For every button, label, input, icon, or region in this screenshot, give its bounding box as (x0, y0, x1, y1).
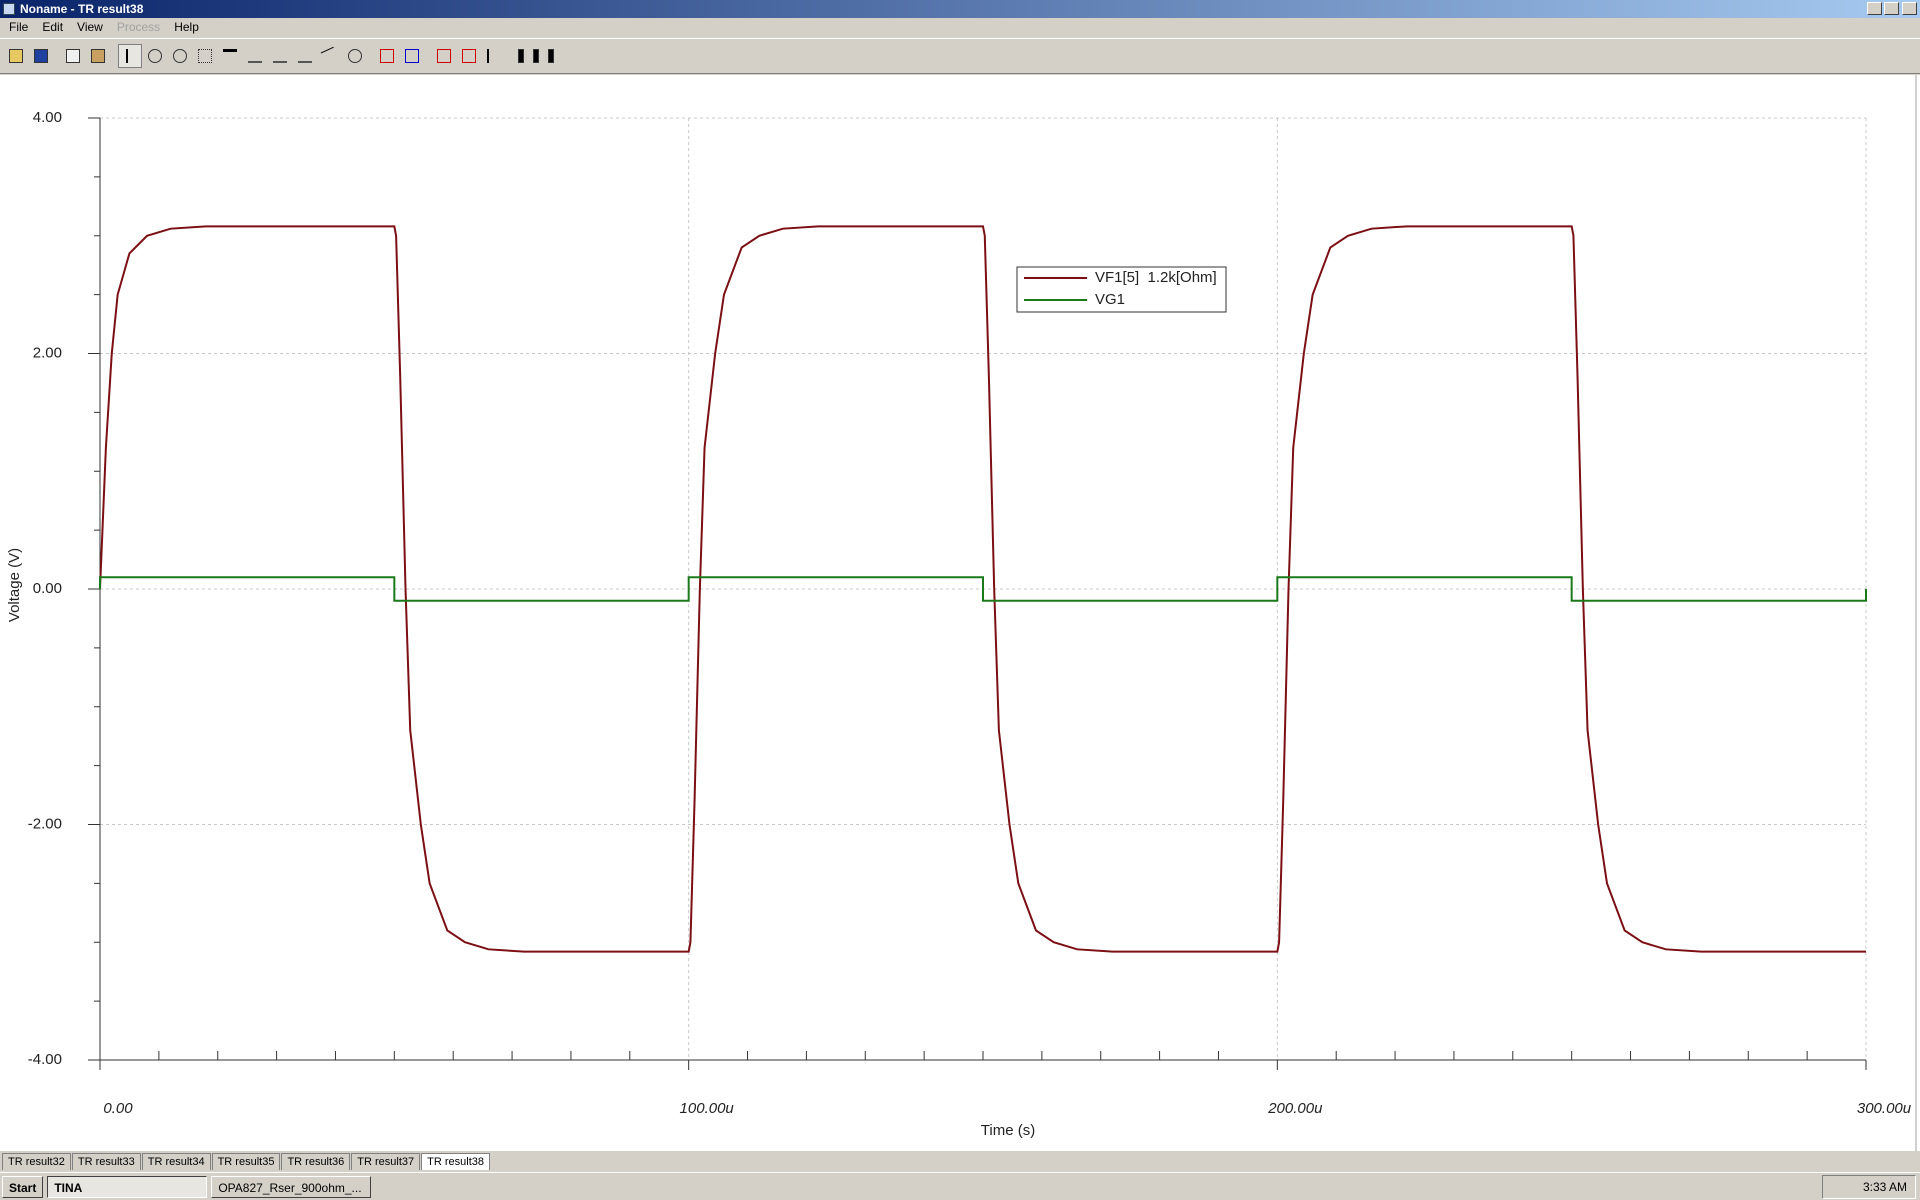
cursor-a-button[interactable] (375, 44, 399, 68)
menu-item[interactable]: View (77, 20, 103, 34)
x-tick-label: 0.00 (103, 1100, 133, 1117)
y-tick-label: 0.00 (33, 580, 62, 597)
x-tick-label: 100.00u (680, 1100, 735, 1117)
tab[interactable]: TR result35 (211, 1153, 281, 1170)
legend-label: VG1 (1095, 291, 1125, 308)
open-button[interactable] (4, 44, 28, 68)
probe-button[interactable] (457, 44, 481, 68)
right-button[interactable] (544, 44, 558, 68)
copy-button[interactable] (61, 44, 85, 68)
tab[interactable]: TR result32 (2, 1153, 71, 1170)
tab[interactable]: TR result33 (71, 1153, 141, 1170)
tab[interactable]: TR result34 (141, 1153, 211, 1170)
x-axis-title: Time (s) (981, 1122, 1035, 1139)
tab-bar: TR result32 TR result33 TR result34 TR resu… (0, 1151, 1920, 1170)
menu-item[interactable]: File (9, 20, 29, 34)
grid-button[interactable] (193, 44, 217, 68)
flag-button[interactable] (482, 44, 506, 68)
cursor-b-button[interactable] (400, 44, 424, 68)
toolbar (0, 38, 1920, 74)
restore-button[interactable] (1884, 2, 1899, 15)
close-button[interactable] (1902, 2, 1917, 15)
menu-item[interactable]: Edit (42, 20, 64, 34)
app-icon (3, 3, 15, 15)
paste-button[interactable] (86, 44, 110, 68)
title-bar: Noname - TR result38 (0, 0, 1920, 18)
chart: Time (s) Voltage (V) -4.00 -2.00 0.00 2.00 4… (0, 75, 1920, 1151)
left-button[interactable] (514, 44, 528, 68)
minimize-button[interactable] (1867, 2, 1882, 15)
menu-bar: File Edit View Process Help (0, 18, 1920, 37)
y-tick-label: 4.00 (33, 109, 62, 126)
taskbar: Start TINA OPA827_Rser_900ohm_... 3:33 A… (0, 1172, 1920, 1200)
menu-item[interactable]: Help (174, 20, 199, 34)
x-tick-label: 200.00u (1267, 1100, 1323, 1117)
tab[interactable]: TR result38 (421, 1153, 491, 1170)
zoom-out-button[interactable] (168, 44, 192, 68)
y-tick-label: -4.00 (28, 1051, 62, 1068)
line-button[interactable] (318, 44, 342, 68)
tab[interactable]: TR result36 (281, 1153, 351, 1170)
series-line (99, 576, 1867, 602)
window-title: Noname - TR result38 (20, 2, 144, 16)
legend-label: VF1[5] 1.2k[Ohm] (1095, 269, 1217, 286)
taskbar-item[interactable]: OPA827_Rser_900ohm_... (211, 1175, 372, 1198)
menu-item[interactable]: Process (116, 20, 161, 34)
taskbar-item[interactable]: TINA (47, 1175, 208, 1198)
save-button[interactable] (29, 44, 53, 68)
legend-box (1016, 266, 1227, 313)
tab[interactable]: TR result37 (351, 1153, 421, 1170)
zoom-in-button[interactable] (143, 44, 167, 68)
arrow2-button[interactable] (268, 44, 292, 68)
text-button[interactable] (218, 44, 242, 68)
curve-button[interactable] (293, 44, 317, 68)
y-tick-label: 2.00 (33, 344, 62, 361)
circle-button[interactable] (343, 44, 367, 68)
curves-button[interactable] (432, 44, 456, 68)
arrow-button[interactable] (243, 44, 267, 68)
y-tick-label: -2.00 (28, 815, 62, 832)
x-tick-label: 300.00u (1857, 1100, 1912, 1117)
select-button[interactable] (118, 44, 142, 68)
start-button[interactable]: Start (2, 1175, 44, 1198)
clock: 3:33 AM (1821, 1175, 1916, 1199)
series-line (99, 225, 1866, 953)
y-axis-title: Voltage (V) (6, 548, 23, 622)
updown-button[interactable] (529, 44, 543, 68)
